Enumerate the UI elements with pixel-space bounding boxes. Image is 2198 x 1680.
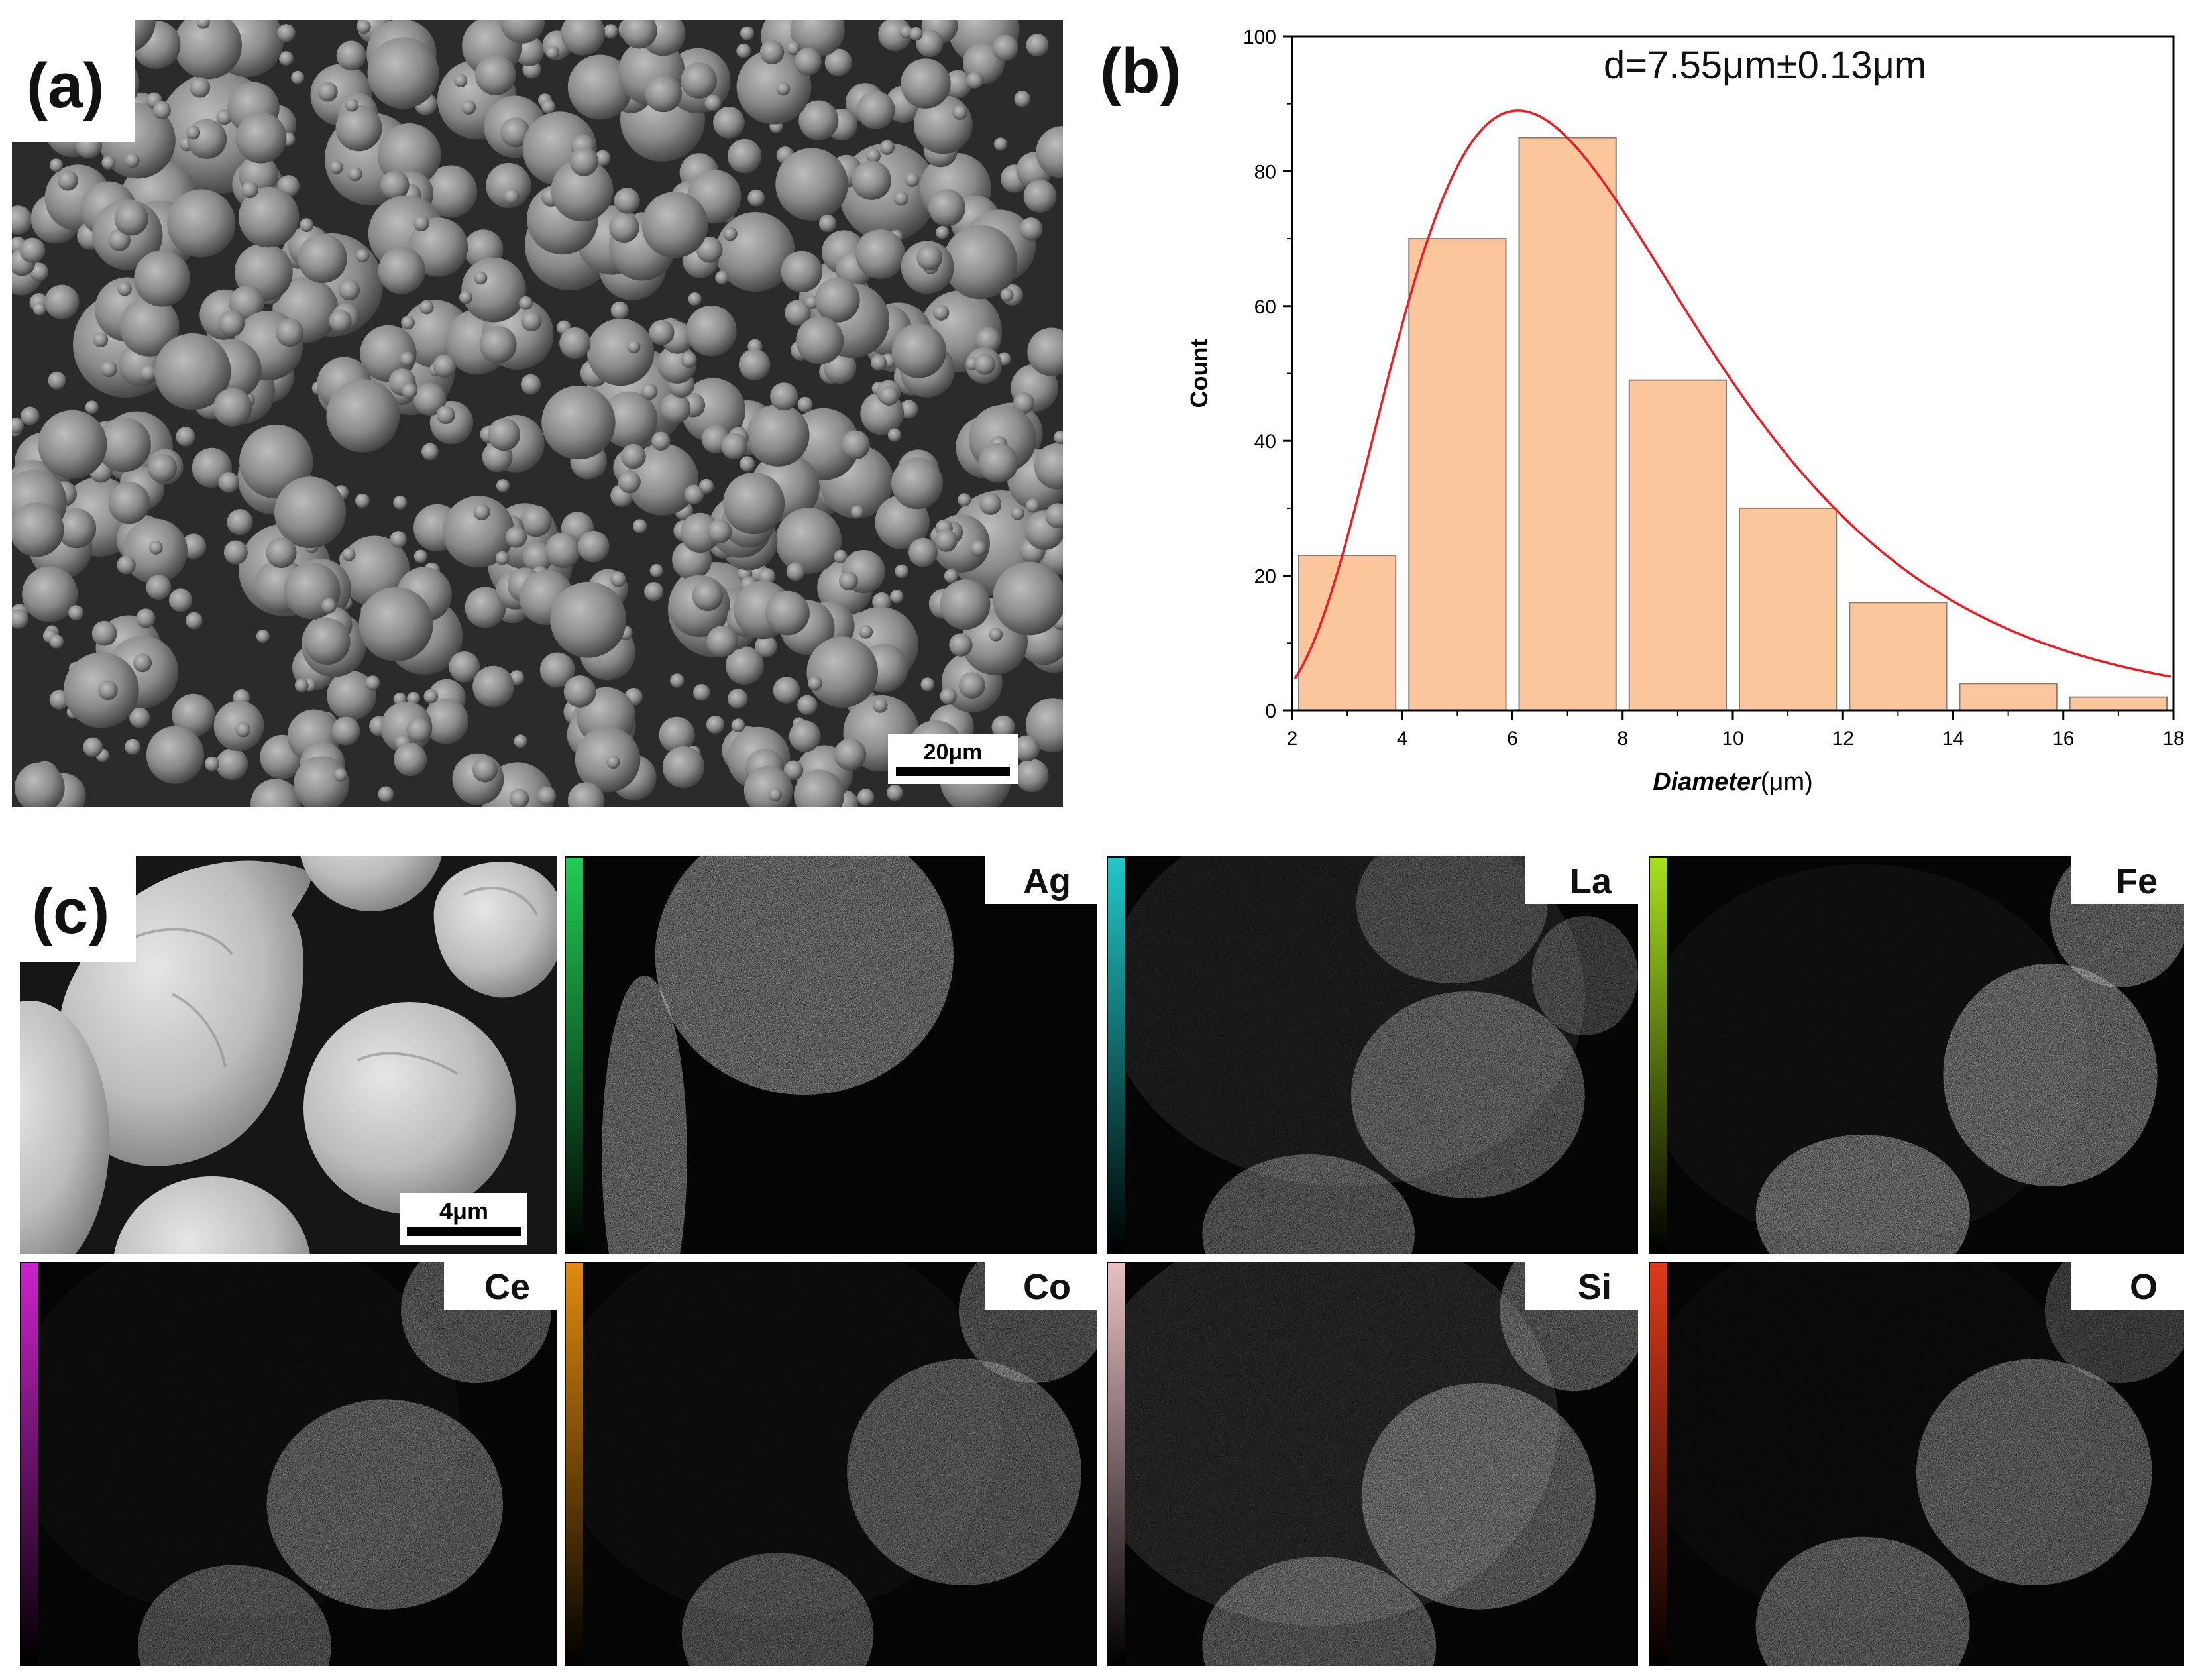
- panel-c: (c) 4μm Ag La Fe Ce Co Si O: [20, 856, 2184, 1666]
- histogram-bar: [1518, 137, 1617, 712]
- mean-diameter-annotation: d=7.55μm±0.13μm: [1604, 44, 1926, 87]
- element-signal-region: [138, 1565, 331, 1666]
- y-tick-label: 100: [1243, 27, 1276, 48]
- element-label-box: [444, 1262, 557, 1310]
- panel-c-label: (c): [32, 876, 109, 947]
- element-label-box: [985, 1262, 1097, 1310]
- x-tick-label: 4: [1397, 728, 1408, 750]
- particle-left: [20, 1001, 109, 1254]
- scale-bar-c-label: 4μm: [439, 1198, 488, 1225]
- intensity-scale-bar: [21, 1263, 38, 1665]
- histogram-chart: 2 4 6 8 10 12 14 16 18 0 20 40 60 80 100 Count Diameter(…: [1185, 27, 2185, 796]
- x-tick-label: 18: [2162, 728, 2184, 750]
- element-signal-region: [1943, 964, 2158, 1186]
- x-tick-label: 6: [1507, 728, 1518, 750]
- x-tick-label: 8: [1617, 728, 1628, 750]
- eds-map-co: Co: [565, 1262, 1097, 1666]
- histogram-bar: [1849, 602, 1948, 712]
- element-signal-region: [401, 1262, 551, 1383]
- element-signal-region: [1350, 991, 1585, 1198]
- panel-b-label: (b): [1100, 36, 1181, 107]
- element-signal-region: [602, 976, 687, 1254]
- y-tick-label: 20: [1254, 566, 1276, 588]
- fit-curve: [1293, 109, 2171, 679]
- intensity-scale-bar: [1108, 1263, 1125, 1665]
- element-label-box: [2071, 856, 2184, 904]
- intensity-scale-bar: [566, 1263, 583, 1665]
- element-label: Si: [1578, 1267, 1612, 1307]
- y-tick-label: 80: [1254, 161, 1276, 183]
- element-signal-region: [1755, 1536, 1970, 1666]
- powder-particles: [12, 20, 1063, 807]
- intensity-scale-bar: [1650, 858, 1667, 1253]
- element-label: La: [1570, 862, 1612, 901]
- element-label: Co: [1023, 1267, 1071, 1307]
- y-tick-label: 40: [1254, 431, 1276, 453]
- intensity-scale-bar: [566, 858, 583, 1253]
- intensity-scale-bar: [1108, 858, 1125, 1253]
- eds-map-si: Si: [1107, 1262, 1638, 1666]
- histogram-bar: [1959, 683, 2058, 711]
- element-label-box: [1525, 856, 1638, 904]
- element-label-box: [985, 856, 1097, 904]
- sem-image-c: (c) 4μm: [20, 856, 557, 1254]
- element-signal-region: [681, 1553, 874, 1666]
- panel-a: (a) 20μm: [12, 20, 1063, 807]
- histogram-bar: [1408, 238, 1507, 712]
- y-axis-label: Count: [1185, 339, 1213, 408]
- particle-middle: [303, 1002, 516, 1214]
- intensity-scale-bar: [1650, 1263, 1667, 1665]
- element-signal-region: [655, 856, 954, 1095]
- panel-a-label: (a): [27, 50, 104, 121]
- eds-map-fe: Fe: [1649, 856, 2184, 1254]
- element-label: Ag: [1023, 862, 1071, 901]
- particle-top: [300, 856, 442, 911]
- element-signal-region: [1755, 1135, 1970, 1254]
- particle-bottom: [114, 1176, 310, 1254]
- histogram-bar: [1739, 507, 1838, 712]
- element-signal-region: [847, 1359, 1081, 1585]
- element-label-box: [1525, 1262, 1638, 1310]
- element-label: O: [2130, 1267, 2158, 1307]
- panel-c-label-box: [20, 856, 136, 962]
- x-tick-label: 10: [1722, 728, 1743, 750]
- histogram-bar: [2069, 696, 2168, 712]
- scale-bar-a: 20μm: [888, 734, 1018, 784]
- histogram-bar: [1628, 379, 1727, 711]
- element-label: Fe: [2116, 862, 2158, 901]
- x-tick-label: 16: [2052, 728, 2074, 750]
- histogram-bar: [1298, 555, 1397, 712]
- element-signal-region: [1202, 1557, 1437, 1666]
- scale-bar-c: 4μm: [400, 1193, 527, 1245]
- x-tick-label: 12: [1832, 728, 1854, 750]
- eds-map-o: O: [1649, 1262, 2184, 1666]
- y-tick-label: 0: [1265, 700, 1276, 722]
- x-tick-label: 2: [1287, 728, 1298, 750]
- eds-map-ag: Ag: [565, 856, 1097, 1254]
- element-signal-region: [1356, 856, 1548, 983]
- x-tick-label: 14: [1942, 728, 1964, 750]
- element-signal-region: [2044, 1262, 2184, 1383]
- eds-maps: Ag La Fe Ce Co Si O: [20, 856, 2184, 1666]
- element-label-box: [2071, 1262, 2184, 1310]
- y-tick-label: 60: [1254, 296, 1276, 318]
- panel-b: (b) 2 4 6 8 10 12 14 16 18 0 20 40 60 80 100 Count Diame…: [1100, 27, 2185, 796]
- element-signal-region: [266, 1399, 503, 1610]
- eds-map-ce: Ce: [20, 1262, 557, 1666]
- panel-a-label-box: [12, 20, 135, 142]
- x-axis-label: Diameter(μm): [1653, 768, 1813, 796]
- scale-bar-a-label: 20μm: [924, 740, 983, 765]
- element-signal-region: [1531, 916, 1638, 1035]
- element-signal-region: [1202, 1154, 1415, 1254]
- eds-map-la: La: [1107, 856, 1638, 1254]
- element-label: Ce: [484, 1267, 530, 1307]
- element-signal-region: [1361, 1383, 1596, 1610]
- element-signal-region: [1916, 1359, 2152, 1585]
